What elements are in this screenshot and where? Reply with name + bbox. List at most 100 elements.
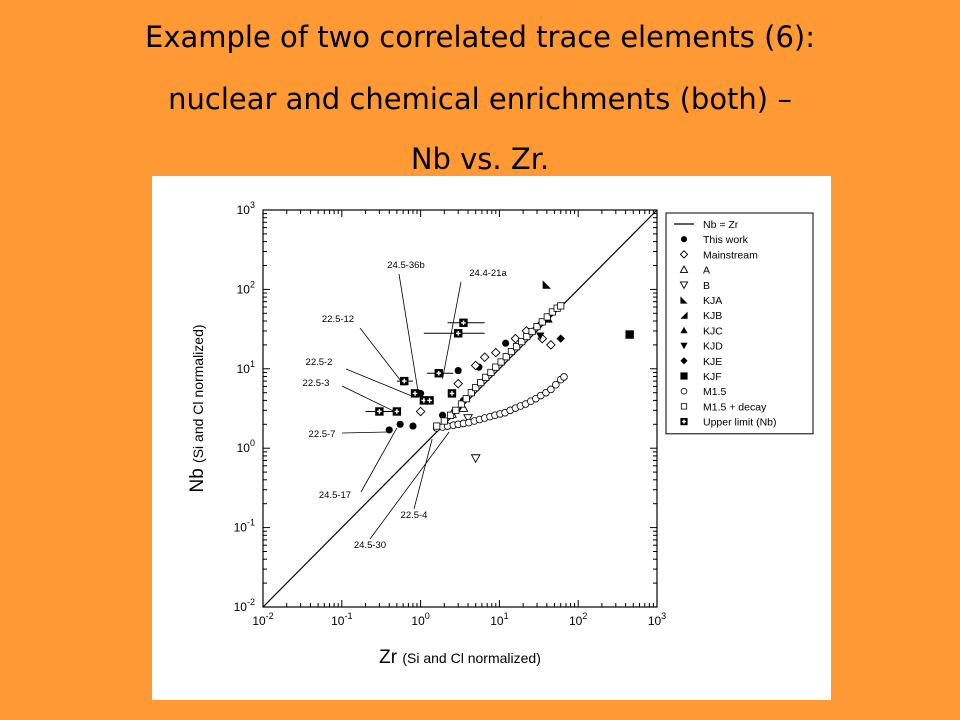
data-point-m1-5-decay [467,389,475,397]
marker-shape [472,384,480,392]
marker-shape [490,347,501,358]
marker-shape [453,378,464,389]
data-point-m1-5-decay [538,318,546,326]
marker-shape [557,302,565,310]
legend-marker-mainstream [679,250,689,259]
x-tick-label: 10-2 [252,611,273,628]
marker-shape [452,406,460,414]
data-point-m1-5-decay [472,384,480,392]
marker-shape [536,332,545,341]
x-axis-label: Zr (Si and Cl normalized) [379,647,541,668]
legend-entry-m1-5: M1.5 [703,386,727,398]
legend-entry-kjc: KJC [703,325,723,337]
data-point-m1-5-decay [512,343,521,351]
data-point-mainstream [479,352,490,363]
data-point-upper-limit-nb [392,407,402,416]
marker-shape [538,318,546,326]
marker-shape [680,236,688,243]
annotation-leader-line [398,273,420,397]
legend-entry-this-work: This work [703,234,749,246]
data-point-m1-5-decay [457,400,466,408]
marker-cross [412,391,418,396]
marker-shape [680,357,688,365]
data-point-upper-limit-nb [400,376,409,386]
marker-shape [680,403,688,410]
data-point-mainstream [546,340,556,350]
legend-marker-this-work [680,236,688,243]
marker-shape [548,308,556,316]
y-axis-label: Nb (Si and Cl normalized) [187,324,208,492]
marker-shape [546,340,556,350]
marker-shape [560,373,568,381]
data-point-m1-5-decay [492,363,500,371]
data-point-mainstream [453,378,464,389]
annotation-leader-line [442,281,462,379]
legend-marker-m1-5 [680,387,688,395]
y-tick-label: 101 [237,359,255,376]
data-point-m1-5-decay [518,338,526,346]
annotation-leader-line [413,439,433,510]
marker-shape [507,347,515,356]
annotation-leader-line [341,431,388,434]
marker-shape [533,323,541,331]
marker-cross [394,409,400,414]
marker-shape [680,311,688,319]
marker-shape [518,338,526,346]
point-annotation-22.5-7: 22.5-7 [309,429,336,440]
annotation-leader-line [360,427,398,493]
data-point-m1-5 [560,373,568,381]
legend-entry-m1-5-decay: M1.5 + decay [703,401,767,413]
marker-shape [447,411,455,419]
marker-shape [680,342,688,350]
marker-shape [385,426,393,434]
marker-shape [479,352,490,363]
y-tick-label: 100 [237,438,255,455]
data-point-a [458,402,469,412]
data-point-upper-limit-nb [447,389,457,398]
reference-line-nb-equals-zr [262,209,658,608]
legend-marker-a [679,265,689,273]
legend-entry-upper-limit-nb: Upper limit (Nb) [703,417,777,429]
marker-shape [463,414,474,424]
slide-title-line-2: nuclear and chemical enrichments (both) … [168,82,792,116]
data-point-m1-5-decay [482,373,490,381]
marker-shape [462,395,470,403]
legend-entry-kjb: KJB [703,310,722,322]
y-tick-label: 10-1 [234,518,255,535]
legend-entry-kjf: KJF [703,371,722,383]
data-point-upper-limit-nb [459,318,468,327]
data-point-mainstream [490,347,501,358]
marker-shape [679,281,689,290]
data-point-mainstream [470,360,481,371]
legend-entry-nb-equals-zr: Nb = Zr [703,219,739,231]
x-tick-label: 102 [569,611,587,628]
marker-shape [470,454,481,464]
marker-shape [409,422,417,430]
marker-shape [512,343,521,351]
legend-marker-m1-5-decay [680,403,688,410]
marker-shape [440,417,448,425]
legend-entry-kja: KJA [703,295,722,307]
data-point-m1-5-decay [452,406,460,414]
marker-shape [680,387,688,395]
legend-marker-kjc [680,326,688,334]
marker-cross [449,391,455,396]
legend-entry-kjd: KJD [703,341,723,353]
data-point-upper-limit-nb [453,329,463,338]
marker-shape [438,411,447,419]
data-point-m1-5-decay [462,395,470,403]
point-annotation-24.5-30: 24.5-30 [354,540,386,551]
marker-shape [502,339,510,347]
annotation-leader-line [345,368,411,396]
marker-cross [455,330,461,336]
marker-shape [497,358,505,366]
data-point-b [470,454,481,464]
x-tick-label: 101 [490,611,508,628]
data-point-m1-5-decay [502,353,510,361]
data-point-m1-5-decay [487,368,495,376]
data-point-this-work [385,426,393,434]
chart-figure: 10-2 10-1 100 101 102 103 10-2 10-1 100 101 102 103… [152,176,831,700]
x-tick-label: 10-1 [331,611,352,628]
marker-shape [502,353,510,361]
y-tick-label: 10-2 [234,597,255,614]
